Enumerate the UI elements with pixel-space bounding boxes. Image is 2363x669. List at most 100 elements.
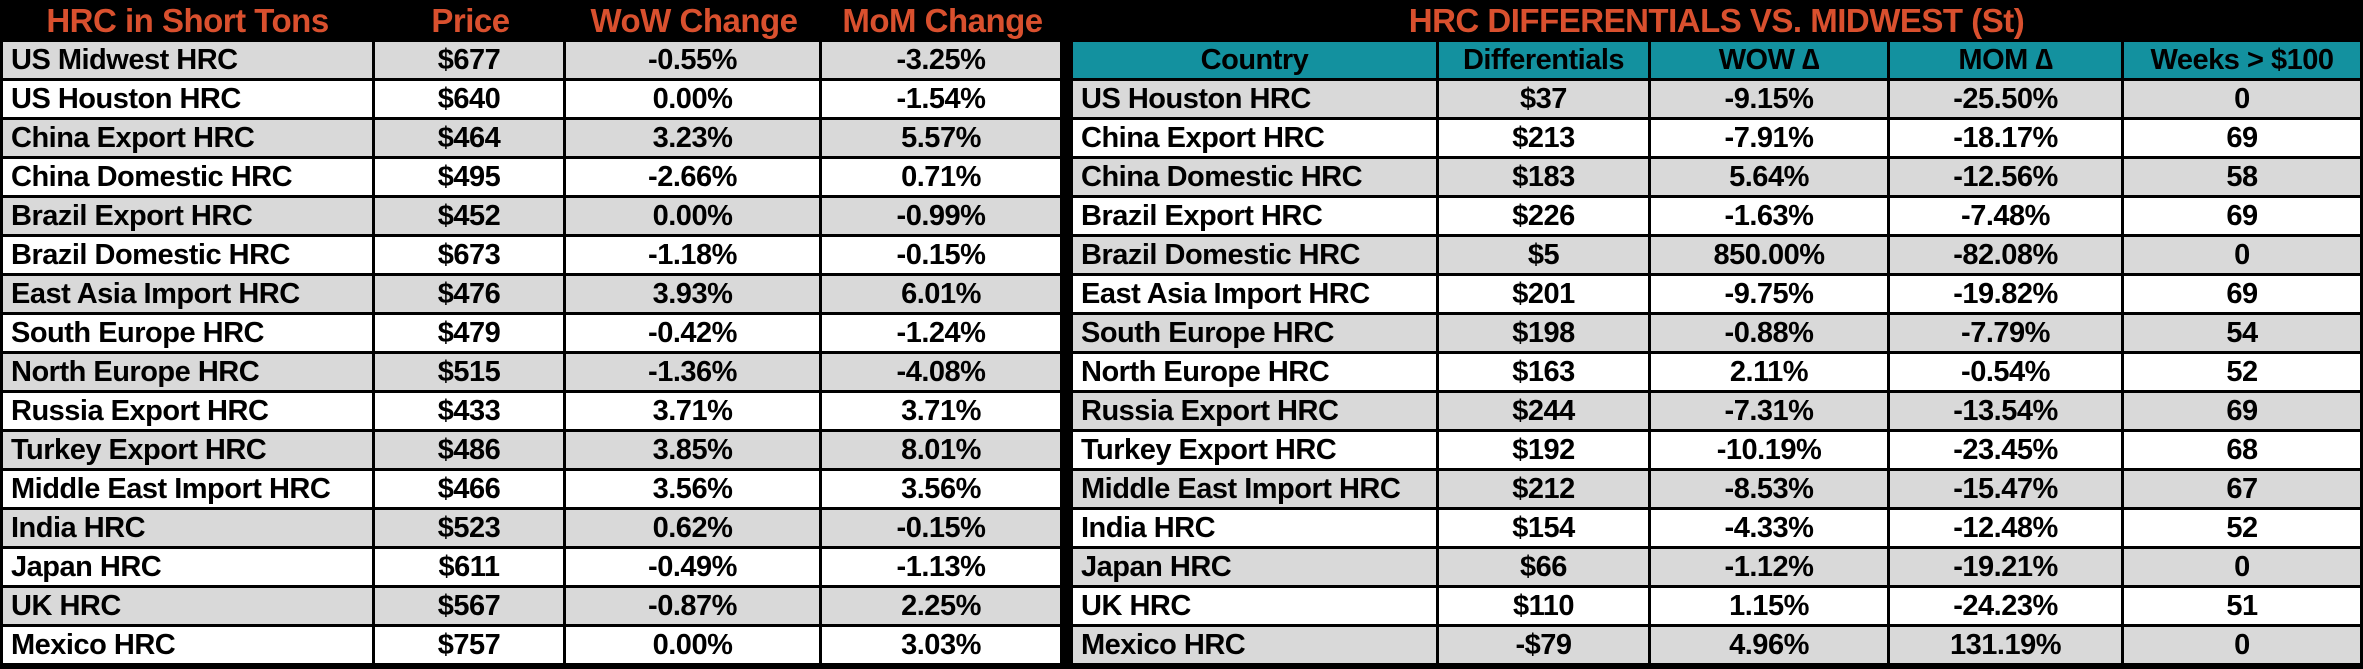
row-label-cell: Middle East Import HRC — [1070, 471, 1439, 510]
value-cell: 3.71% — [822, 393, 1063, 432]
table-row: South Europe HRC $198 -0.88% -7.79% 54 — [1070, 315, 2363, 354]
value-cell: $673 — [375, 237, 566, 276]
value-cell: -1.18% — [566, 237, 822, 276]
header-country: Country — [1070, 42, 1439, 81]
header-hrc-in-short-tons: HRC in Short Tons — [46, 2, 329, 39]
table-row: China Export HRC $213 -7.91% -18.17% 69 — [1070, 120, 2363, 159]
header-price: Price — [431, 2, 510, 39]
value-cell: 5.57% — [822, 120, 1063, 159]
value-cell: 8.01% — [822, 432, 1063, 471]
value-cell: 5.64% — [1651, 159, 1890, 198]
value-cell: -$79 — [1439, 627, 1651, 666]
table-row: Mexico HRC -$79 4.96% 131.19% 0 — [1070, 627, 2363, 666]
header-weeks-over-100: Weeks > $100 — [2124, 42, 2363, 81]
value-cell: -10.19% — [1651, 432, 1890, 471]
value-cell: $37 — [1439, 81, 1651, 120]
row-label-cell: Brazil Export HRC — [1070, 198, 1439, 237]
value-cell: $163 — [1439, 354, 1651, 393]
value-cell: -9.75% — [1651, 276, 1890, 315]
row-label-cell: North Europe HRC — [0, 354, 375, 393]
row-label-cell: China Export HRC — [0, 120, 375, 159]
table-row: Brazil Domestic HRC $673 -1.18% -0.15% — [0, 237, 1063, 276]
table-row: Turkey Export HRC $192 -10.19% -23.45% 68 — [1070, 432, 2363, 471]
value-cell: $192 — [1439, 432, 1651, 471]
value-cell: -0.88% — [1651, 315, 1890, 354]
row-label-cell: Brazil Export HRC — [0, 198, 375, 237]
value-cell: 3.71% — [566, 393, 822, 432]
value-cell: -7.31% — [1651, 393, 1890, 432]
row-label-cell: China Export HRC — [1070, 120, 1439, 159]
row-label-cell: China Domestic HRC — [0, 159, 375, 198]
value-cell: -7.91% — [1651, 120, 1890, 159]
value-cell: 0.00% — [566, 198, 822, 237]
table-row: China Domestic HRC $183 5.64% -12.56% 58 — [1070, 159, 2363, 198]
hrc-short-tons-header-row: HRC in Short Tons Price WoW Change MoM C… — [0, 0, 1063, 42]
value-cell: -0.42% — [566, 315, 822, 354]
value-cell: $757 — [375, 627, 566, 666]
value-cell: $213 — [1439, 120, 1651, 159]
value-cell: -1.13% — [822, 549, 1063, 588]
value-cell: 0 — [2124, 237, 2363, 276]
header-mom-change: MoM Change — [842, 2, 1043, 39]
value-cell: -0.49% — [566, 549, 822, 588]
value-cell: -0.15% — [822, 510, 1063, 549]
value-cell: $567 — [375, 588, 566, 627]
row-label-cell: North Europe HRC — [1070, 354, 1439, 393]
row-label-cell: Brazil Domestic HRC — [1070, 237, 1439, 276]
row-label-cell: US Midwest HRC — [0, 42, 375, 81]
value-cell: $495 — [375, 159, 566, 198]
row-label-cell: US Houston HRC — [1070, 81, 1439, 120]
value-cell: 0 — [2124, 81, 2363, 120]
value-cell: 3.23% — [566, 120, 822, 159]
row-label-cell: Russia Export HRC — [0, 393, 375, 432]
table-row: Brazil Export HRC $452 0.00% -0.99% — [0, 198, 1063, 237]
value-cell: 2.25% — [822, 588, 1063, 627]
value-cell: $201 — [1439, 276, 1651, 315]
value-cell: -12.48% — [1890, 510, 2124, 549]
table-row: Russia Export HRC $433 3.71% 3.71% — [0, 393, 1063, 432]
differentials-column-header-row: Country Differentials WOW ∆ MOM ∆ Weeks … — [1070, 42, 2363, 81]
right-table-body: US Houston HRC $37 -9.15% -25.50% 0 China Exp… — [1070, 81, 2363, 666]
value-cell: 51 — [2124, 588, 2363, 627]
row-label-cell: Mexico HRC — [0, 627, 375, 666]
value-cell: -0.87% — [566, 588, 822, 627]
value-cell: 6.01% — [822, 276, 1063, 315]
value-cell: -23.45% — [1890, 432, 2124, 471]
value-cell: $486 — [375, 432, 566, 471]
value-cell: -25.50% — [1890, 81, 2124, 120]
value-cell: -7.48% — [1890, 198, 2124, 237]
value-cell: -0.54% — [1890, 354, 2124, 393]
header-differentials: Differentials — [1439, 42, 1651, 81]
table-row: Middle East Import HRC $466 3.56% 3.56% — [0, 471, 1063, 510]
value-cell: $110 — [1439, 588, 1651, 627]
value-cell: -13.54% — [1890, 393, 2124, 432]
value-cell: 3.56% — [566, 471, 822, 510]
table-row: Brazil Export HRC $226 -1.63% -7.48% 69 — [1070, 198, 2363, 237]
row-label-cell: South Europe HRC — [1070, 315, 1439, 354]
left-table-body: US Midwest HRC $677 -0.55% -3.25% US Houston… — [0, 42, 1063, 666]
differentials-title: HRC DIFFERENTIALS VS. MIDWEST (St) — [1408, 2, 2025, 39]
value-cell: -82.08% — [1890, 237, 2124, 276]
value-cell: $212 — [1439, 471, 1651, 510]
value-cell: -3.25% — [822, 42, 1063, 81]
value-cell: 69 — [2124, 393, 2363, 432]
value-cell: $611 — [375, 549, 566, 588]
value-cell: $154 — [1439, 510, 1651, 549]
row-label-cell: UK HRC — [1070, 588, 1439, 627]
value-cell: $244 — [1439, 393, 1651, 432]
table-row: Middle East Import HRC $212 -8.53% -15.47% 6… — [1070, 471, 2363, 510]
value-cell: $5 — [1439, 237, 1651, 276]
table-row: North Europe HRC $163 2.11% -0.54% 52 — [1070, 354, 2363, 393]
value-cell: -1.36% — [566, 354, 822, 393]
value-cell: 0.00% — [566, 81, 822, 120]
table-row: North Europe HRC $515 -1.36% -4.08% — [0, 354, 1063, 393]
value-cell: 0.71% — [822, 159, 1063, 198]
value-cell: $466 — [375, 471, 566, 510]
value-cell: -12.56% — [1890, 159, 2124, 198]
header-wow-delta: WOW ∆ — [1651, 42, 1890, 81]
value-cell: 3.03% — [822, 627, 1063, 666]
value-cell: 69 — [2124, 198, 2363, 237]
value-cell: $479 — [375, 315, 566, 354]
table-row: China Export HRC $464 3.23% 5.57% — [0, 120, 1063, 159]
hrc-short-tons-table: HRC in Short Tons Price WoW Change MoM C… — [0, 0, 1063, 669]
